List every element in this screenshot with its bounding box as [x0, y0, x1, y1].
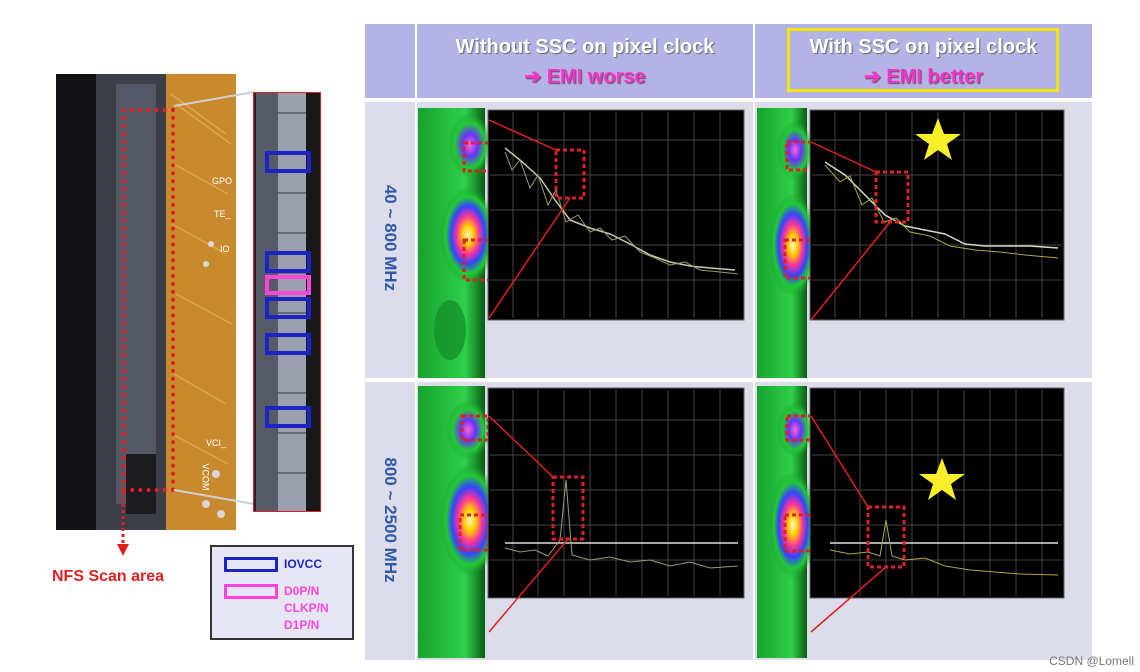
star-icon: [919, 458, 965, 500]
iovcc-marker: [265, 151, 311, 173]
pcb-label: TE_: [214, 209, 231, 219]
column-subtitle: ➔ EMI worse: [524, 66, 646, 88]
legend-label: D1P/N: [284, 618, 320, 632]
column-subtitle: ➔ EMI better: [864, 66, 983, 88]
iovcc-marker: [265, 251, 311, 273]
heatmap: [418, 108, 496, 378]
iovcc-marker: [265, 333, 311, 355]
pcb-label: GPO: [212, 176, 233, 186]
legend-swatch-data: [224, 584, 278, 599]
legend-label: CLKP/N: [284, 601, 329, 615]
iovcc-marker: [265, 297, 311, 319]
legend-swatch-iovcc: [224, 557, 278, 572]
header-corner: [365, 24, 415, 98]
spectrum-plot: [809, 109, 1065, 321]
row-label-cell: 800 ~ 2500 MHz: [365, 382, 415, 660]
leader-lines: [488, 119, 891, 633]
credit-watermark: CSDN @Lomell: [1049, 654, 1134, 668]
iovcc-marker: [265, 406, 311, 428]
heatmap: [757, 108, 817, 378]
row-label-cell: 40 ~ 800 MHz: [365, 102, 415, 378]
spectrum-plot: [487, 109, 745, 321]
nfs-scan-caption: NFS Scan area: [52, 568, 165, 585]
data-lane-marker: [265, 275, 311, 295]
pcb-label: VCI_: [206, 438, 227, 448]
pcb-photo: GPO TE_ IO VCI_ VCOM: [56, 74, 236, 530]
zoom-connector-lines: [173, 91, 255, 505]
spectrum-plot: [487, 387, 745, 599]
column-title: Without SSC on pixel clock: [455, 36, 715, 58]
caption-arrow-icon: [117, 492, 129, 556]
nfs-scan-area-box: [122, 108, 175, 492]
pcb-label: IO: [220, 244, 230, 254]
legend-label: IOVCC: [284, 557, 323, 571]
column-header-without-ssc: Without SSC on pixel clock ➔ EMI worse: [417, 24, 753, 98]
legend: IOVCC D0P/N CLKP/N D1P/N: [210, 545, 354, 640]
legend-label: D0P/N: [284, 584, 320, 598]
heatmap: [757, 386, 817, 658]
column-header-with-ssc: With SSC on pixel clock ➔ EMI better: [755, 24, 1092, 98]
spectrum-plot: [809, 387, 1065, 599]
column-title: With SSC on pixel clock: [809, 36, 1038, 58]
star-icon: [915, 118, 961, 160]
highlight-frame: [787, 28, 1059, 92]
